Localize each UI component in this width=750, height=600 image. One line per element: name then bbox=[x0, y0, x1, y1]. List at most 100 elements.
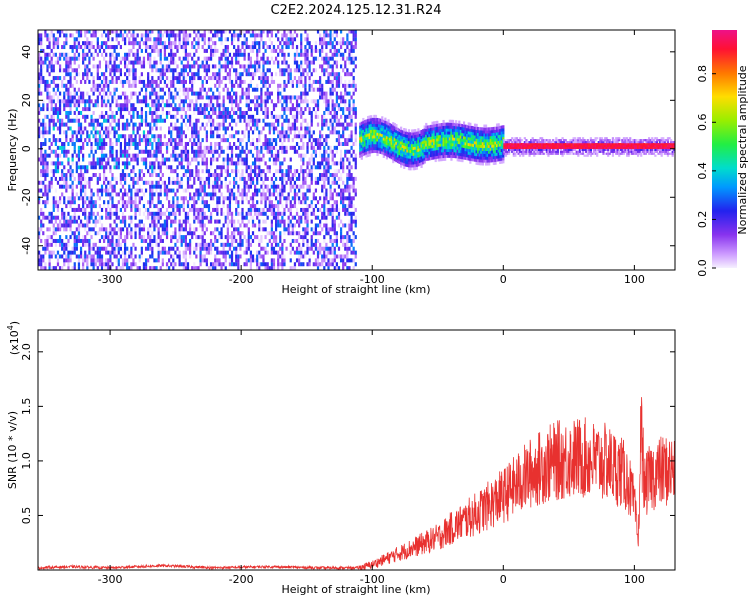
heatmap-cell bbox=[115, 211, 118, 216]
heatmap-cell bbox=[170, 211, 173, 216]
heatmap-cell bbox=[203, 153, 206, 158]
heatmap-cell bbox=[155, 215, 158, 220]
heatmap-cell bbox=[254, 188, 257, 193]
heatmap-cell bbox=[67, 56, 70, 61]
heatmap-cell bbox=[100, 184, 104, 189]
heatmap-cell bbox=[79, 110, 83, 115]
heatmap-cell bbox=[256, 207, 259, 212]
heatmap-cell bbox=[339, 52, 343, 57]
heatmap-cell bbox=[304, 153, 307, 158]
heatmap-cell bbox=[147, 258, 150, 263]
heatmap-cell bbox=[69, 103, 72, 108]
heatmap-cell bbox=[293, 196, 297, 201]
heatmap-cell bbox=[191, 45, 194, 50]
heatmap-cell bbox=[44, 173, 47, 178]
heatmap-cell bbox=[212, 72, 215, 77]
heatmap-cell bbox=[172, 207, 175, 212]
heatmap-cell bbox=[75, 161, 78, 166]
heatmap-cell bbox=[228, 192, 232, 197]
heatmap-cell bbox=[130, 219, 133, 224]
heatmap-cell bbox=[293, 192, 297, 197]
heatmap-cell bbox=[44, 238, 47, 243]
heatmap-cell bbox=[147, 235, 150, 240]
heatmap-cell bbox=[339, 238, 343, 243]
heatmap-cell bbox=[310, 219, 313, 224]
heatmap-cell bbox=[319, 246, 322, 251]
heatmap-cell bbox=[333, 118, 336, 123]
heatmap-cell bbox=[233, 196, 236, 201]
heatmap-cell bbox=[230, 238, 234, 243]
heatmap-cell bbox=[151, 246, 154, 251]
heatmap-cell bbox=[193, 227, 196, 232]
heatmap-cell bbox=[298, 134, 301, 139]
heatmap-cell bbox=[195, 207, 198, 212]
heatmap-cell bbox=[126, 262, 129, 267]
heatmap-cell bbox=[82, 145, 85, 150]
heatmap-cell bbox=[226, 211, 229, 216]
heatmap-cell bbox=[339, 142, 343, 146]
heatmap-cell bbox=[119, 68, 122, 73]
heatmap-cell bbox=[289, 99, 292, 104]
heatmap-cell bbox=[209, 242, 213, 247]
heatmap-cell bbox=[44, 192, 47, 197]
heatmap-cell bbox=[94, 204, 97, 209]
heatmap-cell bbox=[151, 45, 154, 50]
heatmap-cell bbox=[58, 126, 62, 131]
heatmap-cell bbox=[168, 157, 171, 162]
heatmap-cell bbox=[105, 41, 108, 46]
heatmap-cell bbox=[40, 180, 43, 185]
heatmap-cell bbox=[247, 184, 250, 189]
heatmap-cell bbox=[249, 33, 253, 38]
heatmap-cell bbox=[123, 246, 127, 251]
heatmap-cell bbox=[295, 64, 299, 69]
heatmap-cell bbox=[272, 262, 276, 267]
heatmap-cell bbox=[46, 68, 49, 73]
heatmap-cell bbox=[224, 45, 227, 50]
heatmap-cell bbox=[86, 142, 89, 146]
heatmap-cell bbox=[67, 87, 70, 92]
heatmap-cell bbox=[77, 254, 81, 259]
heatmap-cell bbox=[180, 130, 183, 135]
heatmap-cell bbox=[63, 219, 66, 224]
heatmap-cell bbox=[298, 145, 301, 150]
heatmap-cell bbox=[159, 161, 162, 166]
heatmap-cell bbox=[88, 231, 91, 236]
heatmap-cell bbox=[40, 238, 43, 243]
heatmap-cell bbox=[321, 83, 324, 88]
heatmap-cell bbox=[201, 211, 204, 216]
heatmap-cell bbox=[283, 138, 286, 143]
heatmap-cell bbox=[79, 254, 83, 259]
heatmap-cell bbox=[144, 215, 148, 220]
heatmap-cell bbox=[147, 103, 150, 108]
heatmap-cell bbox=[123, 161, 127, 166]
heatmap-cell bbox=[92, 56, 95, 61]
heatmap-cell bbox=[115, 231, 118, 236]
heatmap-cell bbox=[222, 242, 225, 247]
heatmap-cell bbox=[209, 56, 213, 61]
heatmap-cell bbox=[86, 91, 89, 96]
heatmap-cell bbox=[46, 196, 49, 201]
heatmap-cell bbox=[256, 250, 259, 255]
heatmap-cell bbox=[241, 169, 244, 174]
heatmap-cell bbox=[222, 165, 225, 170]
heatmap-cell bbox=[71, 130, 74, 135]
heatmap-cell bbox=[168, 142, 171, 146]
heatmap-cell bbox=[256, 266, 259, 270]
heatmap-cell bbox=[88, 60, 91, 65]
heatmap-cell bbox=[144, 103, 148, 108]
heatmap-cell bbox=[178, 161, 181, 166]
heatmap-cell bbox=[65, 235, 68, 240]
heatmap-cell bbox=[216, 103, 219, 108]
heatmap-cell bbox=[82, 114, 85, 119]
heatmap-cell bbox=[174, 68, 177, 73]
heatmap-cell bbox=[134, 254, 137, 259]
heatmap-cell bbox=[115, 56, 118, 61]
heatmap-cell bbox=[92, 30, 95, 34]
heatmap-cell bbox=[134, 72, 137, 77]
heatmap-cell bbox=[241, 72, 244, 77]
heatmap-cell bbox=[117, 235, 120, 240]
heatmap-cell bbox=[270, 79, 273, 84]
heatmap-cell bbox=[134, 153, 137, 158]
heatmap-cell bbox=[46, 64, 49, 69]
heatmap-cell bbox=[155, 122, 158, 127]
